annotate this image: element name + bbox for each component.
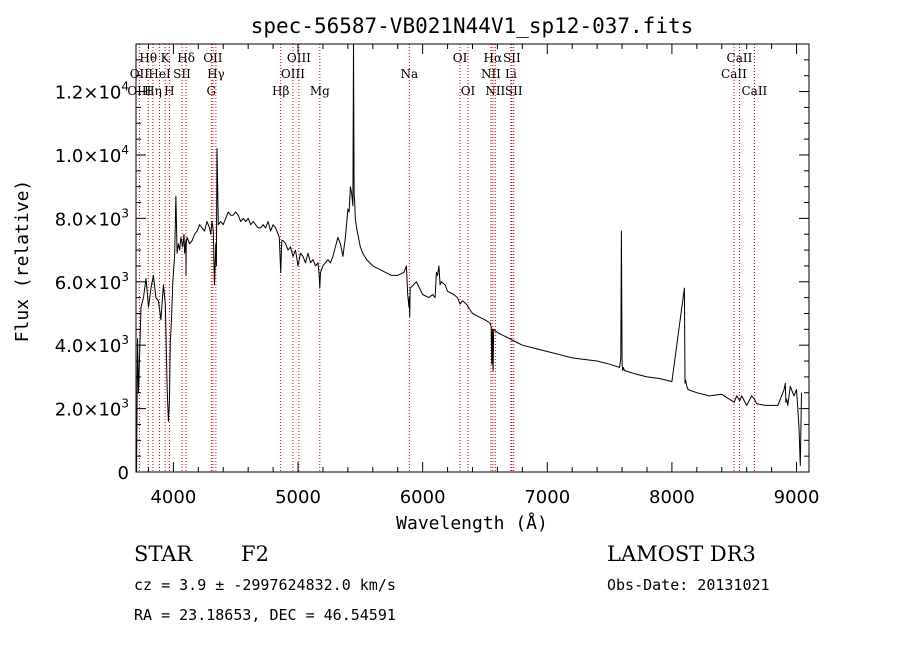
line-label: Hη (144, 84, 162, 98)
x-tick-label: 4000 (150, 487, 196, 508)
line-label: Hβ (272, 84, 289, 98)
x-axis-label: Wavelength (Å) (396, 512, 548, 534)
line-label: H (164, 84, 174, 98)
line-label: SII (173, 67, 191, 81)
spectrum-line (136, 43, 802, 473)
line-label: OIII (287, 51, 311, 65)
line-label: Hθ (139, 51, 157, 65)
x-axis: 4000 5000 6000 7000 8000 9000 (147, 44, 820, 508)
redshift-text: cz = 3.9 ± -2997624832.0 km/s (134, 576, 396, 594)
y-tick-label: 2.0×103 (55, 397, 129, 421)
y-axis: 0 2.0×103 4.0×103 6.0×103 8.0×103 1.0×104 1.2×… (55, 59, 809, 484)
y-tick-label: 8.0×103 (55, 206, 129, 230)
x-tick-label: 8000 (649, 487, 695, 508)
line-label: Mg (310, 84, 330, 98)
line-label: CaII (721, 67, 747, 81)
line-label: Hα (484, 51, 503, 65)
line-label: OII (130, 67, 150, 81)
spectrum-series (136, 43, 802, 473)
line-label: OIII (281, 67, 305, 81)
y-axis-label: Flux (relative) (12, 180, 33, 343)
object-subclass: F2 (241, 542, 269, 566)
x-tick-label: 9000 (774, 487, 820, 508)
x-tick-label: 7000 (524, 487, 570, 508)
obs-date: Obs-Date: 20131021 (607, 576, 770, 594)
line-label: Li (505, 67, 517, 81)
coordinates: RA = 23.18653, DEC = 46.54591 (134, 606, 396, 624)
y-tick-label: 0 (118, 463, 129, 484)
line-label: OII (203, 51, 223, 65)
x-tick-label: 5000 (275, 487, 321, 508)
y-tick-label: 1.0×104 (55, 143, 129, 167)
line-label: CaII (741, 84, 767, 98)
y-tick-label: 1.2×104 (55, 80, 129, 104)
y-tick-label: 6.0×103 (55, 270, 129, 294)
x-tick-label: 6000 (400, 487, 446, 508)
line-label: SII (503, 51, 521, 65)
line-label: NII (485, 84, 505, 98)
line-label: G (206, 84, 216, 98)
line-label: OI (453, 51, 468, 65)
chart-title: spec-56587-VB021N44V1_sp12-037.fits (251, 14, 694, 38)
y-tick-label: 4.0×103 (55, 333, 129, 357)
line-label: Na (400, 67, 418, 81)
line-label: OIII (127, 84, 151, 98)
line-label: SII (505, 84, 523, 98)
line-label: Hδ (177, 51, 195, 65)
line-label: CaII (727, 51, 753, 65)
survey-name: LAMOST DR3 (607, 542, 756, 566)
line-label: OI (461, 84, 476, 98)
object-class: STAR (134, 542, 193, 566)
line-label: Hγ (207, 67, 225, 81)
line-label: HeI (148, 67, 171, 81)
line-label: NII (481, 67, 501, 81)
line-label: K (161, 51, 171, 65)
